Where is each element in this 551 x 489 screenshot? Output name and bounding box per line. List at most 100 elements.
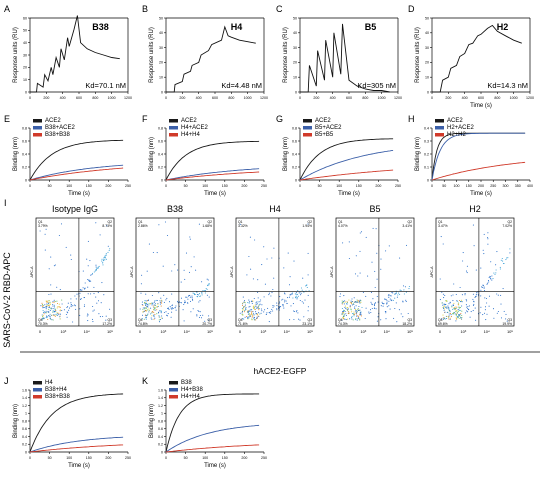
- flow-event-dot: [499, 268, 501, 270]
- flow-event-dot: [160, 305, 162, 307]
- flow-event-dot: [389, 308, 391, 310]
- flow-event-dot: [47, 311, 49, 313]
- flow-event-dot: [50, 308, 52, 310]
- flow-event-dot: [84, 282, 86, 284]
- quadrant-q2-label: Q2: [107, 220, 112, 224]
- x-axis-label: Time (s): [338, 191, 360, 197]
- x-tick-label: 600: [76, 96, 82, 100]
- flow-event-dot: [361, 306, 363, 309]
- flow-event-dot: [371, 303, 373, 305]
- flow-event-dot: [487, 280, 490, 282]
- flow-event-dot: [167, 307, 169, 309]
- flow-event-dot: [82, 270, 84, 272]
- quadrant-q3-label: 19.9%: [502, 322, 512, 326]
- flow-event-dot: [283, 307, 285, 309]
- flow-event-dot: [174, 306, 176, 309]
- legend-label: H2+ACE2: [447, 125, 475, 131]
- flow-event-dot: [59, 309, 61, 311]
- y-tick-label: 50: [425, 16, 429, 20]
- flow-event-dot: [257, 305, 259, 307]
- flow-event-dot: [63, 309, 65, 311]
- chart-panel-k: K 0 50 100 150 200 250 0 0.2 0.4 0.6 0.8 1 1.2 1.4 1.6 B…: [142, 376, 267, 469]
- flow-event-dot: [149, 303, 151, 305]
- flow-x-tick-label: 0: [39, 329, 42, 334]
- flow-event-dot: [87, 314, 89, 316]
- x-tick-label: 800: [92, 96, 98, 100]
- flow-event-dot: [306, 284, 308, 286]
- flow-event-dot: [356, 319, 358, 321]
- flow-event-dot: [456, 318, 458, 320]
- flow-event-dot: [288, 284, 291, 286]
- flow-event-dot: [66, 306, 68, 309]
- x-tick-label: 0: [299, 96, 301, 100]
- y-tick-label: 1: [161, 412, 163, 416]
- flow-event-dot: [307, 306, 309, 308]
- flow-event-dot: [298, 318, 300, 320]
- flow-event-dot: [93, 271, 95, 273]
- flow-event-dot: [148, 243, 150, 245]
- flow-event-dot: [107, 245, 109, 247]
- quadrant-q1-label: 3.47%: [438, 224, 448, 228]
- flow-event-dot: [461, 316, 463, 319]
- flow-event-dot: [41, 319, 43, 321]
- flow-event-dot: [248, 311, 250, 313]
- flow-event-dot: [347, 318, 349, 320]
- flow-event-dot: [475, 295, 477, 297]
- legend-label: B38+B38: [45, 132, 71, 138]
- flow-event-dot: [105, 253, 107, 255]
- flow-event-dot: [306, 286, 308, 289]
- flow-event-dot: [255, 304, 257, 306]
- flow-event-dot: [252, 313, 255, 315]
- flow-event-dot: [302, 302, 305, 304]
- flow-event-dot: [184, 302, 186, 304]
- legend-swatch: [303, 119, 312, 123]
- series-line-1: [299, 149, 394, 181]
- flow-event-dot: [360, 231, 363, 233]
- flow-event-dot: [159, 300, 161, 302]
- flow-event-dot: [300, 294, 302, 296]
- chart-panel-d: D 0 200 400 600 800 1000 1200 0 10 20 30 40 50 Respons…: [408, 4, 534, 109]
- flow-event-dot: [446, 311, 448, 313]
- y-tick-label: 0.4: [424, 126, 429, 130]
- flow-event-dot: [52, 311, 54, 313]
- legend-label: H4+ACE2: [181, 125, 209, 131]
- legend-swatch: [303, 133, 312, 137]
- flow-event-dot: [147, 306, 149, 308]
- series-line-0: [165, 140, 260, 181]
- flow-event-dot: [87, 278, 89, 281]
- flow-event-dot: [350, 300, 352, 302]
- flow-event-dot: [454, 306, 456, 308]
- flow-event-dot: [161, 300, 163, 302]
- flow-event-dot: [446, 317, 448, 320]
- flow-event-dot: [150, 317, 152, 319]
- flow-event-dot: [160, 312, 162, 314]
- kd-annotation: Kd=4.48 nM: [221, 81, 262, 90]
- flow-event-dot: [152, 251, 154, 254]
- flow-event-dot: [58, 313, 60, 316]
- x-tick-label: 400: [60, 96, 66, 100]
- flow-event-dot: [272, 306, 274, 308]
- flow-event-dot: [351, 318, 353, 320]
- flow-event-dot: [400, 313, 402, 315]
- legend-swatch: [33, 381, 42, 385]
- flow-event-dot: [75, 298, 77, 300]
- quadrant-q3-label: Q3: [507, 318, 512, 322]
- flow-event-dot: [461, 294, 463, 296]
- flow-event-dot: [177, 269, 179, 271]
- legend-label: B38+B38: [45, 394, 71, 400]
- flow-event-dot: [449, 311, 451, 313]
- flow-event-dot: [273, 305, 275, 307]
- flow-event-dot: [302, 277, 304, 279]
- flow-event-dot: [374, 286, 376, 289]
- y-tick-label: 1.2: [22, 404, 27, 408]
- flow-event-dot: [460, 313, 462, 315]
- flow-event-dot: [450, 314, 452, 316]
- y-axis-label: Response units (RU): [149, 27, 155, 83]
- flow-event-dot: [46, 301, 48, 303]
- flow-event-dot: [491, 275, 493, 277]
- x-tick-label: 1200: [260, 96, 268, 100]
- flow-event-dot: [42, 309, 44, 312]
- x-tick-label: 200: [313, 96, 319, 100]
- flow-event-dot: [368, 311, 370, 313]
